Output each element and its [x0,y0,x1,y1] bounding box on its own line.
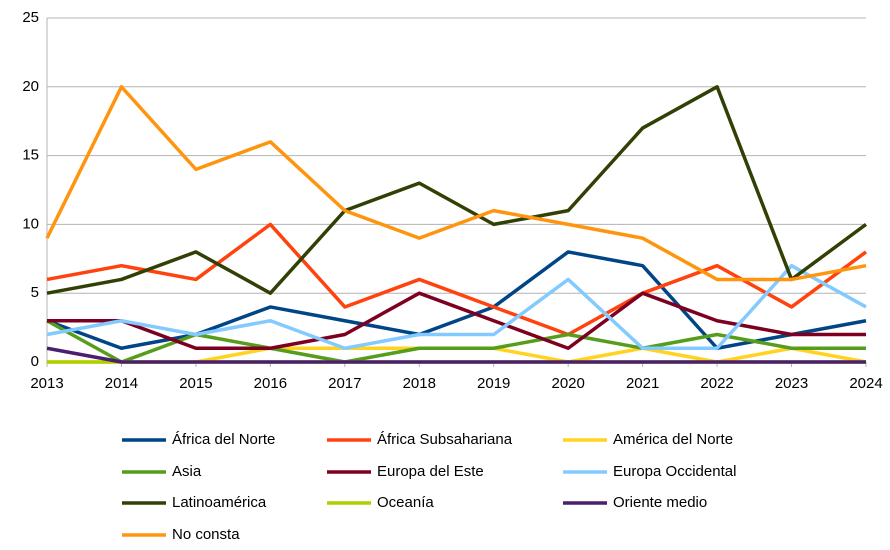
y-tick-label: 10 [22,215,39,232]
legend-label: Asia [172,463,202,480]
y-tick-label: 0 [31,353,39,370]
x-tick-label: 2024 [849,375,882,392]
legend-label: Oceanía [377,494,434,511]
series-line [46,346,866,364]
legend-label: África del Norte [172,431,275,448]
series-line [47,291,866,350]
series-line [46,263,867,350]
x-tick-label: 2013 [30,375,63,392]
x-tick-label: 2022 [700,375,733,392]
y-tick-label: 25 [22,9,39,26]
legend-label: Latinoamérica [172,494,267,511]
series-line [46,222,868,337]
legend-label: No consta [172,526,240,543]
series-line [47,346,867,364]
y-tick-label: 15 [22,147,39,164]
series-line [46,250,867,350]
x-tick-label: 2018 [403,375,436,392]
legend-label: Oriente medio [613,494,707,511]
series-line [46,85,868,295]
legend-label: África Subsahariana [377,431,513,448]
legend-label: América del Norte [613,431,733,448]
x-tick-label: 2020 [551,375,584,392]
x-tick-label: 2017 [328,375,361,392]
x-tick-label: 2023 [775,375,808,392]
series-line [45,85,867,282]
x-tick-label: 2015 [179,375,212,392]
x-tick-label: 2019 [477,375,510,392]
y-tick-label: 5 [31,284,39,301]
y-tick-label: 20 [22,78,39,95]
x-tick-label: 2016 [254,375,287,392]
x-tick-label: 2021 [626,375,659,392]
legend-label: Europa Occidental [613,463,736,480]
x-tick-label: 2014 [105,375,138,392]
legend-label: Europa del Este [377,463,484,480]
